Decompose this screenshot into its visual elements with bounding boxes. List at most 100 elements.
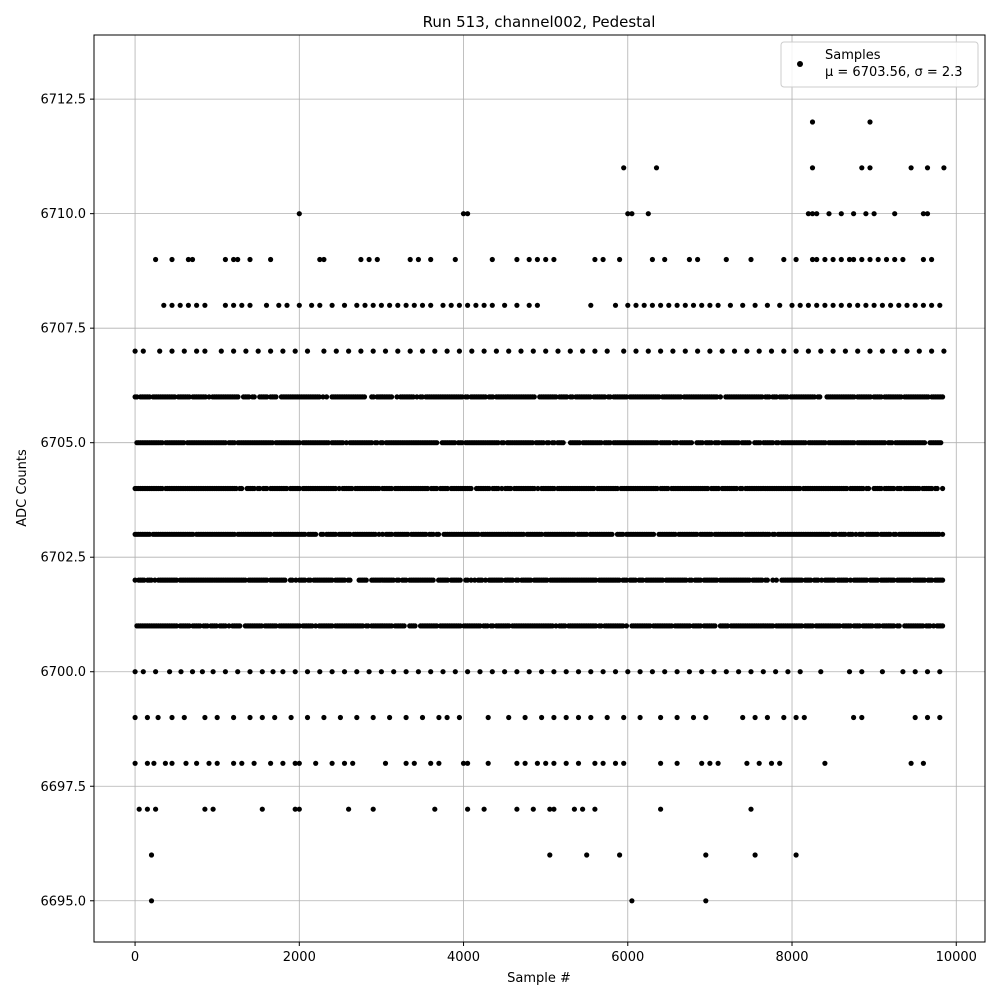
data-point [432, 806, 438, 812]
data-point [269, 440, 275, 446]
data-point [716, 485, 722, 492]
data-point [922, 577, 928, 583]
data-point [231, 440, 237, 446]
data-point [506, 348, 512, 354]
y-tick-label: 6707.5 [41, 322, 87, 337]
data-point [924, 165, 931, 171]
data-point [407, 256, 413, 263]
data-point [343, 440, 349, 446]
data-point [654, 440, 660, 446]
data-point [479, 577, 485, 583]
y-tick-label: 6702.5 [41, 551, 87, 566]
data-point [757, 440, 763, 446]
data-point [242, 577, 248, 583]
data-point [551, 806, 557, 812]
data-point [844, 577, 850, 583]
data-point [922, 440, 928, 446]
data-point [560, 440, 566, 446]
data-point [929, 302, 935, 308]
data-point [896, 623, 902, 629]
data-point [333, 531, 339, 537]
data-point [588, 714, 594, 721]
data-point [341, 760, 348, 766]
data-point [354, 714, 360, 721]
data-point [719, 348, 725, 354]
data-point [846, 302, 853, 308]
data-point [623, 577, 630, 583]
data-point [218, 348, 224, 354]
data-point [674, 302, 680, 308]
data-point [405, 531, 411, 537]
data-point [924, 211, 931, 217]
data-point [539, 714, 545, 721]
data-point [551, 440, 557, 446]
data-point [159, 440, 165, 446]
data-point [412, 623, 418, 629]
data-point [389, 623, 395, 629]
data-point [509, 577, 516, 583]
data-point [592, 760, 598, 766]
data-point [752, 714, 758, 721]
data-point [484, 623, 490, 629]
data-point [202, 714, 208, 721]
data-point [531, 394, 537, 400]
data-point [674, 440, 680, 446]
data-point [148, 852, 155, 858]
data-point [389, 531, 395, 537]
data-point [464, 394, 471, 400]
data-point [419, 714, 426, 721]
data-point [264, 577, 270, 583]
data-point [867, 348, 873, 354]
data-point [617, 852, 623, 858]
data-point [588, 669, 594, 675]
data-point [746, 577, 752, 583]
data-point [251, 394, 257, 400]
data-point [321, 256, 327, 263]
data-point [640, 577, 646, 583]
data-point [846, 669, 853, 675]
data-point [690, 302, 697, 308]
data-point [162, 760, 168, 766]
data-point [871, 211, 877, 217]
data-point [144, 714, 150, 721]
data-point [390, 577, 396, 583]
data-point [415, 669, 421, 675]
data-point [904, 348, 910, 354]
data-point [144, 760, 150, 766]
data-point [621, 714, 627, 721]
data-point [781, 714, 787, 721]
data-point [822, 760, 828, 766]
data-point [428, 760, 434, 766]
data-point [317, 256, 323, 263]
data-point [152, 577, 158, 583]
data-point [775, 440, 781, 446]
data-point [539, 531, 545, 537]
data-point [694, 531, 700, 537]
data-point [197, 623, 203, 629]
data-point [222, 302, 228, 308]
data-point [259, 806, 265, 812]
data-point [929, 577, 935, 583]
data-point [347, 531, 353, 537]
data-point [822, 302, 828, 308]
data-point [502, 669, 508, 675]
data-point [132, 714, 138, 721]
data-point [243, 348, 249, 354]
data-point [688, 440, 695, 446]
data-point [584, 531, 590, 537]
data-point [485, 714, 491, 721]
data-point [662, 256, 668, 263]
data-point [436, 531, 442, 537]
data-point [867, 394, 874, 400]
data-point [863, 211, 869, 217]
data-point [237, 623, 243, 629]
data-point [846, 256, 853, 263]
data-point [744, 348, 750, 354]
data-point [226, 623, 232, 629]
data-point [879, 669, 886, 675]
data-point [789, 302, 795, 308]
data-point [851, 440, 857, 446]
data-point [809, 211, 816, 217]
data-point [186, 394, 192, 400]
data-point [580, 348, 586, 354]
